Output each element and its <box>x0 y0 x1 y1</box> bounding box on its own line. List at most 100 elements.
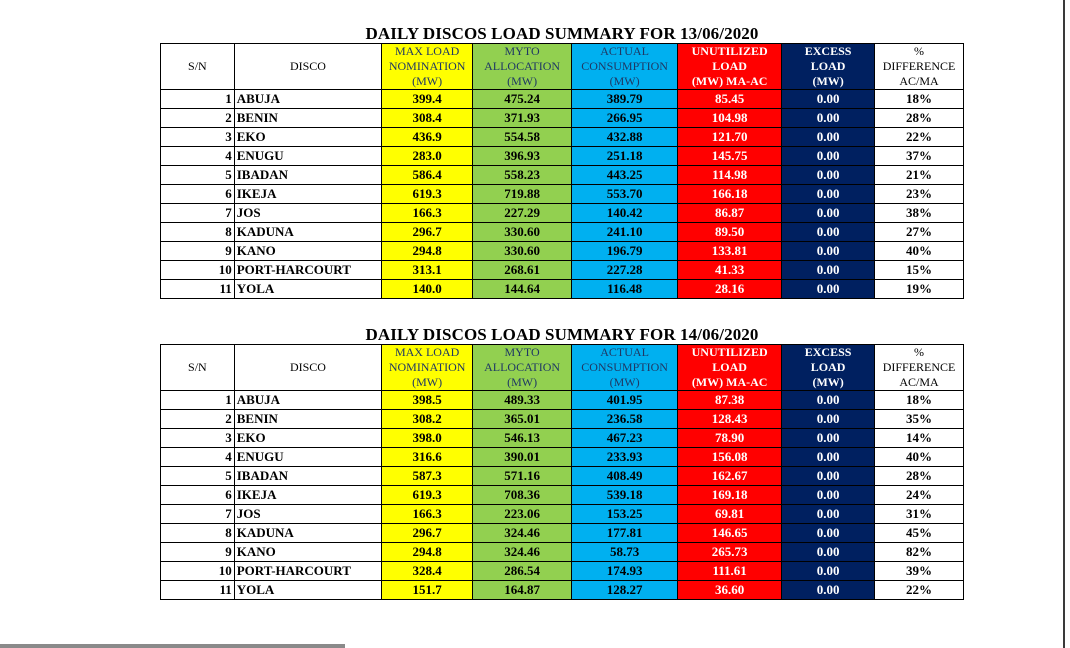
cell-actual: 401.95 <box>571 390 679 410</box>
table-row: 1 ABUJA 398.5 489.33 401.95 87.38 0.00 18% <box>160 390 964 410</box>
cell-disco: EKO <box>233 428 383 448</box>
cell-excess: 0.00 <box>781 390 876 410</box>
header-excess: EXCESS LOAD (MW) <box>781 43 876 90</box>
cell-unutilized: 156.08 <box>677 447 783 467</box>
table-row: 10 PORT-HARCOURT 313.1 268.61 227.28 41.33 0.0… <box>160 260 964 280</box>
cell-excess: 0.00 <box>781 222 876 242</box>
summary-title: DAILY DISCOS LOAD SUMMARY FOR 13/06/2020 <box>365 24 759 43</box>
cell-unutilized: 89.50 <box>677 222 783 242</box>
cell-excess: 0.00 <box>781 203 876 223</box>
cell-max-load: 398.5 <box>381 390 474 410</box>
cell-excess: 0.00 <box>781 89 876 109</box>
header-max-load: MAX LOAD NOMINATION (MW) <box>381 43 474 90</box>
header-actual-line: CONSUMPTION <box>581 360 668 374</box>
cell-unutilized: 114.98 <box>677 165 783 185</box>
bottom-scroll-bar[interactable] <box>0 644 345 648</box>
cell-excess: 0.00 <box>781 127 876 147</box>
header-actual: ACTUAL CONSUMPTION (MW) <box>571 43 679 90</box>
cell-sn: 1 <box>160 89 235 109</box>
cell-sn: 10 <box>160 260 235 280</box>
cell-pct-diff: 21% <box>874 165 964 185</box>
cell-unutilized: 121.70 <box>677 127 783 147</box>
table-body: 1 ABUJA 398.5 489.33 401.95 87.38 0.00 18% 2 BENI… <box>160 390 964 600</box>
cell-unutilized: 41.33 <box>677 260 783 280</box>
cell-sn: 3 <box>160 428 235 448</box>
header-excess-line: (MW) <box>812 74 844 88</box>
cell-excess: 0.00 <box>781 504 876 524</box>
header-pct-diff: % DIFFERENCE AC/MA <box>874 43 964 90</box>
cell-disco: ENUGU <box>233 146 383 166</box>
cell-myto: 554.58 <box>472 127 573 147</box>
table-row: 5 IBADAN 586.4 558.23 443.25 114.98 0.00 21% <box>160 165 964 185</box>
cell-myto: 144.64 <box>472 279 573 299</box>
header-max-load-line: MAX LOAD <box>394 44 460 59</box>
cell-unutilized: 85.45 <box>677 89 783 109</box>
cell-sn: 3 <box>160 127 235 147</box>
cell-max-load: 587.3 <box>381 466 474 486</box>
header-actual-line: (MW) <box>609 74 640 88</box>
cell-max-load: 316.6 <box>381 447 474 467</box>
cell-excess: 0.00 <box>781 523 876 543</box>
cell-max-load: 328.4 <box>381 561 474 581</box>
table-row: 11 YOLA 151.7 164.87 128.27 36.60 0.00 22% <box>160 580 964 600</box>
cell-max-load: 296.7 <box>381 222 474 242</box>
header-pct-diff-line: % <box>914 345 925 360</box>
cell-excess: 0.00 <box>781 165 876 185</box>
cell-disco: KANO <box>233 542 383 562</box>
cell-excess: 0.00 <box>781 146 876 166</box>
header-actual-line: (MW) <box>609 375 640 389</box>
cell-max-load: 140.0 <box>381 279 474 299</box>
cell-excess: 0.00 <box>781 260 876 280</box>
cell-disco: PORT-HARCOURT <box>233 260 383 280</box>
table-row: 2 BENIN 308.4 371.93 266.95 104.98 0.00 28% <box>160 108 964 128</box>
cell-pct-diff: 14% <box>874 428 964 448</box>
cell-pct-diff: 18% <box>874 390 964 410</box>
header-myto-line: ALLOCATION <box>484 360 561 374</box>
header-disco: DISCO <box>233 344 383 391</box>
header-excess-line: LOAD <box>810 59 846 73</box>
table-row: 2 BENIN 308.2 365.01 236.58 128.43 0.00 35% <box>160 409 964 429</box>
table-row: 3 EKO 436.9 554.58 432.88 121.70 0.00 22% <box>160 127 964 147</box>
window-right-border <box>1063 0 1065 648</box>
header-max-load-line: (MW) <box>412 74 443 88</box>
header-unutilized-line: UNUTILIZED <box>691 44 768 59</box>
header-pct-diff-line: AC/MA <box>899 74 939 88</box>
cell-sn: 7 <box>160 203 235 223</box>
cell-excess: 0.00 <box>781 184 876 204</box>
cell-pct-diff: 22% <box>874 127 964 147</box>
cell-max-load: 308.4 <box>381 108 474 128</box>
cell-pct-diff: 23% <box>874 184 964 204</box>
header-unutilized-line: (MW) MA-AC <box>691 375 768 389</box>
cell-unutilized: 166.18 <box>677 184 783 204</box>
cell-disco: IBADAN <box>233 466 383 486</box>
cell-pct-diff: 15% <box>874 260 964 280</box>
table-row: 1 ABUJA 399.4 475.24 389.79 85.45 0.00 18% <box>160 89 964 109</box>
cell-pct-diff: 28% <box>874 108 964 128</box>
header-myto: MYTO ALLOCATION (MW) <box>472 344 573 391</box>
cell-actual: 227.28 <box>571 260 679 280</box>
cell-unutilized: 86.87 <box>677 203 783 223</box>
header-actual-line: CONSUMPTION <box>581 59 668 73</box>
cell-myto: 546.13 <box>472 428 573 448</box>
header-myto-line: (MW) <box>507 375 538 389</box>
cell-excess: 0.00 <box>781 542 876 562</box>
cell-myto: 223.06 <box>472 504 573 524</box>
cell-actual: 174.93 <box>571 561 679 581</box>
header-myto-line: MYTO <box>504 345 540 360</box>
cell-disco: ENUGU <box>233 447 383 467</box>
summary-title: DAILY DISCOS LOAD SUMMARY FOR 14/06/2020 <box>365 325 759 344</box>
cell-actual: 467.23 <box>571 428 679 448</box>
cell-unutilized: 104.98 <box>677 108 783 128</box>
cell-disco: YOLA <box>233 279 383 299</box>
load-summary-table: S/N DISCO MAX LOAD NOMINATION (MW) MYTO … <box>160 43 964 299</box>
cell-sn: 2 <box>160 409 235 429</box>
cell-disco: KANO <box>233 241 383 261</box>
table-row: 6 IKEJA 619.3 708.36 539.18 169.18 0.00 24% <box>160 485 964 505</box>
cell-disco: EKO <box>233 127 383 147</box>
cell-unutilized: 28.16 <box>677 279 783 299</box>
cell-actual: 251.18 <box>571 146 679 166</box>
cell-excess: 0.00 <box>781 580 876 600</box>
header-sn: S/N <box>160 344 235 391</box>
cell-pct-diff: 39% <box>874 561 964 581</box>
table-row: 7 JOS 166.3 227.29 140.42 86.87 0.00 38% <box>160 203 964 223</box>
